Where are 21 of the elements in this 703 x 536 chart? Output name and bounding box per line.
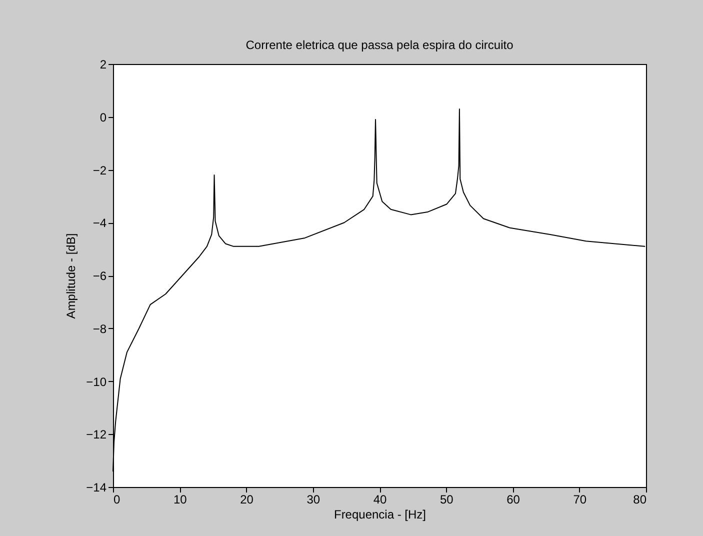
x-tick-label: 0 (114, 492, 120, 506)
y-tick-label: −6 (92, 269, 107, 283)
y-tick-label: −14 (86, 480, 107, 494)
y-tick-label: −2 (92, 163, 107, 178)
x-tick-label: 20 (240, 492, 254, 506)
y-axis-title: Amplitude - [dB] (64, 233, 78, 319)
x-tick-label: 40 (373, 492, 387, 506)
x-tick-label: 50 (440, 492, 454, 506)
y-tick-label: −8 (92, 322, 107, 336)
chart-title: Corrente eletrica que passa pela espira do circuito (246, 38, 514, 52)
y-tick-label: −10 (86, 374, 107, 389)
x-tick-label: 10 (173, 492, 188, 506)
x-tick-label: 70 (573, 492, 587, 506)
y-tick-label: −4 (92, 216, 107, 230)
y-tick-label: 0 (100, 110, 107, 124)
x-tick-label: 30 (306, 492, 320, 506)
y-tick-label: −12 (86, 428, 107, 442)
x-tick-label: 80 (633, 492, 647, 506)
y-tick-label: 2 (100, 58, 107, 72)
x-tick-label: 60 (506, 492, 520, 506)
x-axis-title: Frequencia - [Hz] (334, 508, 426, 522)
